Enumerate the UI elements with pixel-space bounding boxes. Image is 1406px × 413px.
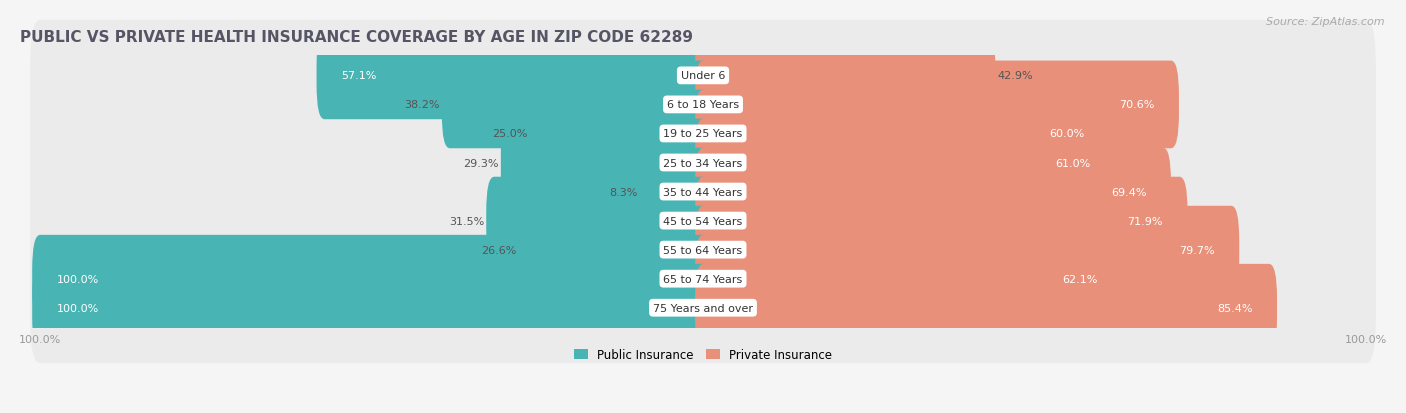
FancyBboxPatch shape (32, 235, 711, 323)
FancyBboxPatch shape (640, 148, 711, 236)
Text: 60.0%: 60.0% (1049, 129, 1084, 139)
Text: 70.6%: 70.6% (1119, 100, 1154, 110)
Legend: Public Insurance, Private Insurance: Public Insurance, Private Insurance (569, 344, 837, 366)
Text: Under 6: Under 6 (681, 71, 725, 81)
Text: Source: ZipAtlas.com: Source: ZipAtlas.com (1267, 17, 1385, 26)
FancyBboxPatch shape (501, 119, 711, 207)
Text: 79.7%: 79.7% (1180, 245, 1215, 255)
FancyBboxPatch shape (695, 119, 1115, 207)
FancyBboxPatch shape (486, 177, 711, 265)
FancyBboxPatch shape (695, 235, 1122, 323)
FancyBboxPatch shape (441, 62, 711, 149)
Text: 65 to 74 Years: 65 to 74 Years (664, 274, 742, 284)
FancyBboxPatch shape (30, 195, 1376, 305)
Text: 25 to 34 Years: 25 to 34 Years (664, 158, 742, 168)
Text: 35 to 44 Years: 35 to 44 Years (664, 187, 742, 197)
Text: 61.0%: 61.0% (1056, 158, 1091, 168)
Text: 62.1%: 62.1% (1063, 274, 1098, 284)
Text: 31.5%: 31.5% (449, 216, 484, 226)
FancyBboxPatch shape (519, 206, 711, 294)
FancyBboxPatch shape (30, 79, 1376, 190)
Text: 75 Years and over: 75 Years and over (652, 303, 754, 313)
FancyBboxPatch shape (529, 90, 711, 178)
Text: 100.0%: 100.0% (56, 303, 98, 313)
FancyBboxPatch shape (30, 50, 1376, 161)
Text: 26.6%: 26.6% (481, 245, 517, 255)
Text: 42.9%: 42.9% (997, 71, 1033, 81)
Text: 55 to 64 Years: 55 to 64 Years (664, 245, 742, 255)
Text: 45 to 54 Years: 45 to 54 Years (664, 216, 742, 226)
Text: 69.4%: 69.4% (1111, 187, 1146, 197)
Text: 8.3%: 8.3% (610, 187, 638, 197)
FancyBboxPatch shape (695, 206, 1239, 294)
FancyBboxPatch shape (30, 253, 1376, 363)
Text: 100.0%: 100.0% (56, 274, 98, 284)
Text: 25.0%: 25.0% (492, 129, 527, 139)
FancyBboxPatch shape (30, 166, 1376, 276)
Text: 85.4%: 85.4% (1218, 303, 1253, 313)
FancyBboxPatch shape (695, 62, 1180, 149)
FancyBboxPatch shape (32, 264, 711, 352)
FancyBboxPatch shape (30, 224, 1376, 335)
FancyBboxPatch shape (695, 177, 1188, 265)
FancyBboxPatch shape (695, 148, 1171, 236)
Text: 38.2%: 38.2% (405, 100, 440, 110)
FancyBboxPatch shape (316, 33, 711, 120)
FancyBboxPatch shape (30, 137, 1376, 247)
FancyBboxPatch shape (695, 33, 995, 120)
FancyBboxPatch shape (30, 21, 1376, 131)
FancyBboxPatch shape (695, 90, 1109, 178)
Text: 71.9%: 71.9% (1128, 216, 1163, 226)
FancyBboxPatch shape (695, 264, 1277, 352)
Text: 19 to 25 Years: 19 to 25 Years (664, 129, 742, 139)
Text: PUBLIC VS PRIVATE HEALTH INSURANCE COVERAGE BY AGE IN ZIP CODE 62289: PUBLIC VS PRIVATE HEALTH INSURANCE COVER… (20, 30, 693, 45)
Text: 6 to 18 Years: 6 to 18 Years (666, 100, 740, 110)
Text: 57.1%: 57.1% (342, 71, 377, 81)
Text: 29.3%: 29.3% (464, 158, 499, 168)
FancyBboxPatch shape (30, 108, 1376, 218)
